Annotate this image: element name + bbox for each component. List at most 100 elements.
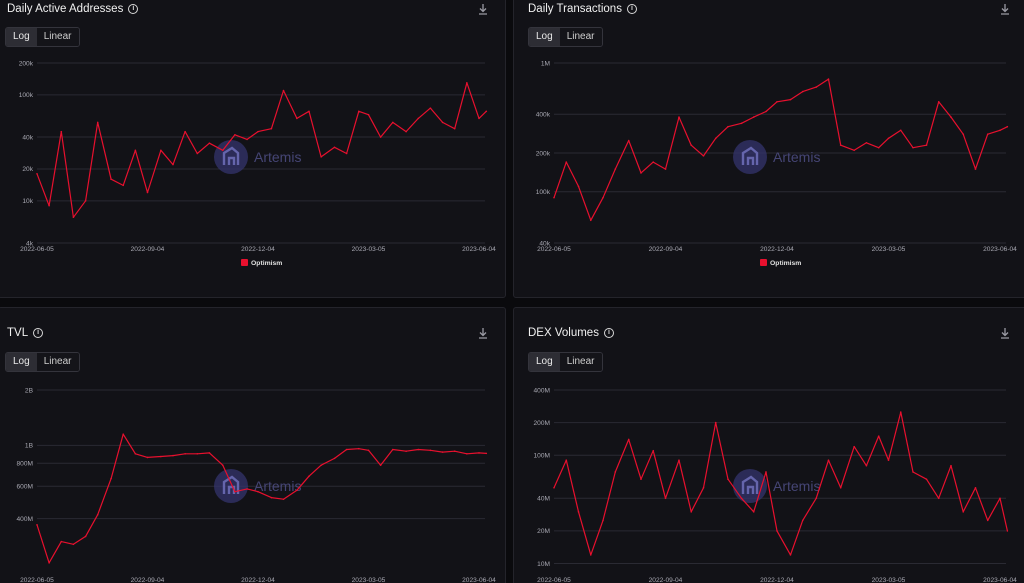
- x-tick-label: 2022-12-04: [760, 246, 794, 253]
- download-icon[interactable]: [477, 327, 489, 339]
- data-point: [146, 456, 149, 459]
- data-point: [752, 116, 755, 118]
- series-line: [36, 82, 487, 218]
- download-icon[interactable]: [999, 3, 1011, 15]
- log-button[interactable]: Log: [6, 353, 37, 371]
- data-point: [122, 433, 125, 436]
- y-tick-label: 2B: [25, 387, 34, 394]
- watermark-text: Artemis: [254, 149, 301, 165]
- data-point: [257, 130, 259, 133]
- data-point: [1006, 530, 1009, 532]
- data-point: [714, 137, 717, 140]
- log-button[interactable]: Log: [529, 28, 560, 46]
- chart-title-text: TVL: [7, 327, 29, 339]
- data-point: [320, 156, 322, 158]
- linear-button[interactable]: Linear: [36, 353, 79, 371]
- y-tick-label: 200M: [534, 420, 551, 427]
- chart-title-text: Daily Active Addresses: [7, 3, 124, 15]
- artemis-logo-mark: [741, 146, 759, 165]
- data-point: [234, 134, 236, 136]
- data-point: [270, 496, 273, 499]
- chart-dex-volumes: 10M 20M 40M 100M 200M 400M 2022-06-05 2022-09-0…: [534, 387, 1018, 583]
- info-icon[interactable]: i: [603, 328, 614, 338]
- x-tick-label: 2022-12-04: [241, 246, 275, 253]
- x-tick-label: 2022-06-05: [537, 246, 571, 253]
- info-icon[interactable]: i: [128, 4, 139, 14]
- data-point: [196, 152, 199, 155]
- data-point: [110, 477, 112, 480]
- chart-title: DEX Volumes i: [528, 327, 614, 339]
- data-point: [912, 146, 914, 149]
- data-point: [789, 98, 792, 101]
- info-icon[interactable]: i: [33, 328, 44, 338]
- download-icon[interactable]: [477, 3, 489, 15]
- data-point: [405, 450, 407, 452]
- y-tick-label: 40M: [537, 496, 550, 503]
- log-button[interactable]: Log: [6, 28, 37, 46]
- chart-title: Daily Transactions i: [528, 3, 637, 15]
- data-point: [84, 200, 87, 202]
- data-point: [801, 519, 804, 522]
- data-point: [160, 149, 162, 152]
- data-point: [986, 133, 989, 135]
- info-icon[interactable]: i: [626, 4, 637, 14]
- scale-toggle: Log Linear: [5, 27, 80, 47]
- chart-tvl: 400M 600M 800M 1B 2B 2022-06-05 2022-09-04 2022…: [17, 387, 497, 583]
- data-point: [308, 110, 310, 113]
- y-tick-label: 1M: [541, 60, 550, 67]
- data-point: [1006, 125, 1009, 128]
- data-point: [839, 487, 842, 489]
- data-point: [589, 219, 592, 222]
- data-point: [925, 144, 928, 146]
- data-point: [577, 185, 580, 188]
- data-point: [727, 478, 729, 481]
- data-point: [429, 107, 432, 109]
- data-point: [740, 122, 743, 125]
- data-point: [602, 196, 604, 199]
- data-point: [270, 127, 273, 130]
- y-tick-label: 400M: [534, 387, 551, 394]
- x-tick-label: 2022-12-04: [760, 577, 794, 583]
- data-point: [853, 149, 855, 152]
- series-line: [36, 433, 487, 564]
- data-point: [246, 488, 248, 490]
- chart-title-text: Daily Transactions: [528, 3, 622, 15]
- data-point: [367, 449, 370, 452]
- data-point: [614, 471, 617, 473]
- data-point: [122, 184, 125, 187]
- data-point: [96, 121, 99, 124]
- data-point: [765, 471, 767, 473]
- linear-button[interactable]: Linear: [559, 28, 602, 46]
- linear-button[interactable]: Linear: [559, 353, 602, 371]
- data-point: [853, 445, 855, 448]
- data-point: [577, 511, 580, 513]
- data-point: [640, 172, 642, 174]
- watermark-text: Artemis: [773, 478, 820, 494]
- x-tick-label: 2022-09-04: [131, 246, 165, 253]
- data-point: [690, 144, 693, 146]
- data-point: [96, 513, 99, 516]
- data-point: [752, 511, 755, 513]
- y-tick-label: 800M: [17, 461, 34, 468]
- data-point: [441, 121, 444, 124]
- scale-toggle: Log Linear: [5, 352, 80, 372]
- log-button[interactable]: Log: [529, 353, 560, 371]
- data-point: [367, 113, 370, 116]
- data-point: [678, 116, 680, 118]
- data-point: [184, 130, 186, 133]
- download-icon[interactable]: [999, 327, 1011, 339]
- data-point: [974, 487, 977, 489]
- data-point: [899, 129, 902, 132]
- data-point: [640, 478, 642, 481]
- data-point: [48, 204, 50, 207]
- data-point: [134, 453, 137, 455]
- x-tick-label: 2022-06-05: [537, 577, 571, 583]
- data-point: [333, 146, 336, 149]
- data-point: [865, 142, 868, 144]
- data-point: [184, 453, 186, 455]
- data-point: [466, 82, 468, 84]
- data-point: [565, 459, 568, 461]
- data-point: [789, 554, 792, 556]
- data-point: [246, 138, 248, 141]
- linear-button[interactable]: Linear: [36, 28, 79, 46]
